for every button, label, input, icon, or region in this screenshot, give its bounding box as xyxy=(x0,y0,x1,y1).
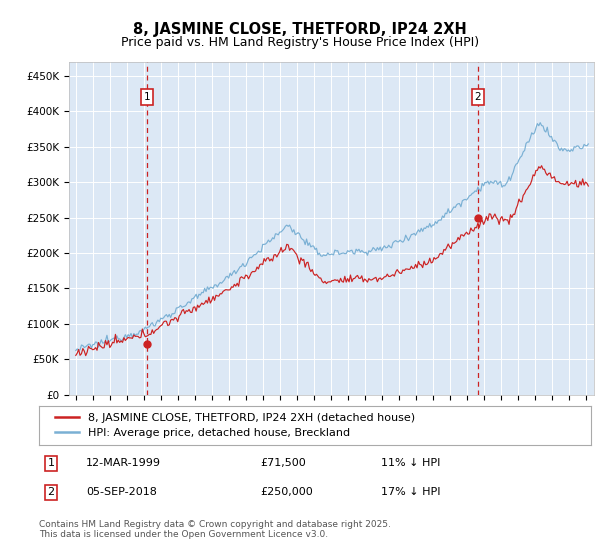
Text: Price paid vs. HM Land Registry's House Price Index (HPI): Price paid vs. HM Land Registry's House … xyxy=(121,36,479,49)
Text: 12-MAR-1999: 12-MAR-1999 xyxy=(86,459,161,468)
Text: 17% ↓ HPI: 17% ↓ HPI xyxy=(381,487,441,497)
Text: 11% ↓ HPI: 11% ↓ HPI xyxy=(381,459,440,468)
Text: 1: 1 xyxy=(47,459,55,468)
Text: 8, JASMINE CLOSE, THETFORD, IP24 2XH: 8, JASMINE CLOSE, THETFORD, IP24 2XH xyxy=(133,22,467,38)
Legend: 8, JASMINE CLOSE, THETFORD, IP24 2XH (detached house), HPI: Average price, detac: 8, JASMINE CLOSE, THETFORD, IP24 2XH (de… xyxy=(50,408,419,443)
Text: Contains HM Land Registry data © Crown copyright and database right 2025.
This d: Contains HM Land Registry data © Crown c… xyxy=(39,520,391,539)
Text: 2: 2 xyxy=(47,487,55,497)
Text: 1: 1 xyxy=(143,92,150,102)
Text: £250,000: £250,000 xyxy=(260,487,313,497)
Text: £71,500: £71,500 xyxy=(260,459,305,468)
Text: 05-SEP-2018: 05-SEP-2018 xyxy=(86,487,157,497)
Text: 2: 2 xyxy=(475,92,481,102)
